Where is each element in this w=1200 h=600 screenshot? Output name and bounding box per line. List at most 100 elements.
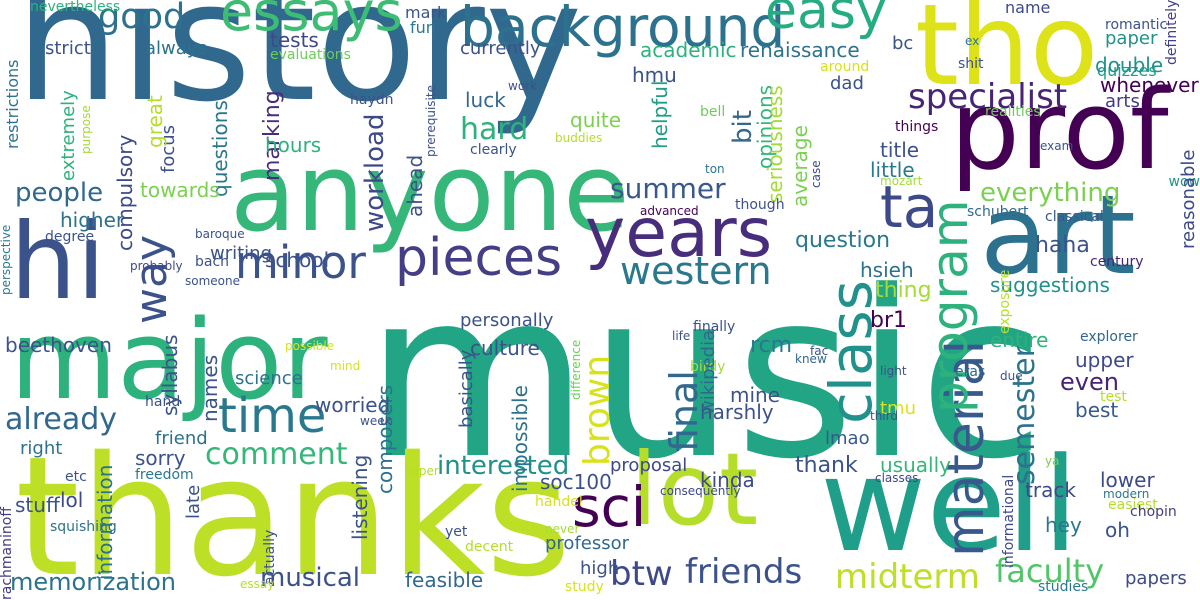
word-listening: listening — [348, 455, 372, 541]
word-shit: shit — [958, 56, 984, 72]
word-extremely: extremely — [58, 90, 79, 181]
word-dad: dad — [830, 73, 864, 94]
word-summer: summer — [610, 172, 726, 205]
word-musical: musical — [260, 563, 361, 593]
word-ton: ton — [705, 162, 725, 176]
word-impossible: impossible — [508, 385, 532, 492]
word-essay: essay — [240, 577, 275, 591]
word-semester: semester — [1007, 345, 1042, 485]
word-decent: decent — [465, 539, 514, 555]
word-luck: luck — [465, 88, 506, 112]
word-science: science — [235, 368, 303, 389]
word-even: even — [1060, 368, 1119, 396]
word-etc: etc — [65, 469, 87, 485]
word-perspective: perspective — [0, 225, 13, 296]
word-advanced: advanced — [640, 204, 699, 218]
word-schubert: schubert — [967, 204, 1029, 220]
word-tmu: tmu — [880, 398, 916, 419]
word-entire: entire — [990, 328, 1049, 352]
word-quizzes: quizzes — [1097, 61, 1157, 80]
word-easy: easy — [765, 0, 887, 41]
word-birdy: birdy — [690, 359, 726, 375]
word-difference: difference — [569, 340, 583, 401]
word-quite: quite — [570, 108, 622, 132]
word-around: around — [820, 59, 870, 75]
word-though: though — [735, 197, 785, 213]
word-academic: academic — [640, 38, 737, 62]
word-clearly: clearly — [470, 142, 517, 158]
word-eras: eras — [955, 364, 986, 380]
word-late: late — [183, 485, 204, 520]
word-faculty: faculty — [995, 552, 1105, 590]
word-specialist: specialist — [908, 77, 1068, 117]
word-music: music — [365, 243, 1046, 510]
word-paper: paper — [1105, 28, 1158, 49]
word-little: little — [870, 158, 915, 182]
word-rachmaninoff: rachmaninoff — [0, 507, 15, 600]
word-suggestions: suggestions — [990, 273, 1110, 297]
word-great: great — [143, 95, 167, 148]
word-names: names — [198, 355, 222, 423]
word-squishing: squishing — [50, 519, 117, 535]
word-higher: higher — [60, 208, 125, 232]
word-mark: mark — [405, 3, 447, 22]
word-basically: basically — [456, 350, 477, 429]
word-renaissance: renaissance — [740, 38, 860, 62]
word-lol: lol — [60, 488, 84, 512]
word-romantic: romantic — [1105, 17, 1168, 33]
word-studies: studies — [1038, 579, 1089, 595]
word-mind: mind — [330, 359, 361, 373]
word-third: third — [870, 409, 898, 423]
word-hand: hand — [145, 394, 181, 410]
word-ya: ya — [1045, 454, 1060, 468]
word-lot: lot — [630, 431, 759, 548]
word-due: due — [1000, 369, 1023, 383]
word-workload: workload — [360, 113, 390, 232]
word-degree: degree — [45, 229, 95, 245]
word-soc100: soc100 — [540, 470, 612, 494]
word-super: super — [405, 464, 439, 478]
word-things: things — [895, 119, 939, 135]
word-personally: personally — [460, 310, 554, 331]
word-sorry: sorry — [135, 446, 186, 470]
word-study: study — [565, 579, 604, 595]
word-week: week — [360, 414, 392, 428]
word-modern: modern — [1103, 487, 1150, 501]
word-mozart: mozart — [880, 174, 923, 188]
word-memorization: memorization — [10, 568, 177, 596]
word-fac: fac — [810, 344, 829, 358]
word-mine: mine — [730, 383, 781, 407]
word-track: track — [1025, 478, 1076, 502]
word-sci: sci — [572, 475, 647, 539]
word-question: question — [795, 228, 891, 253]
word-upper: upper — [1075, 348, 1134, 372]
word-definitely: definitely — [1164, 0, 1180, 66]
word-exam: exam — [1040, 139, 1074, 153]
word-hard: hard — [460, 112, 529, 147]
word-double: double — [1095, 53, 1164, 77]
word-arts: arts — [1105, 91, 1140, 112]
word-case: case — [809, 160, 823, 188]
word-already: already — [5, 402, 118, 437]
word-prof: prof — [950, 66, 1169, 194]
word-yet: yet — [445, 524, 468, 540]
word-everything: everything — [980, 178, 1121, 208]
word-best: best — [1075, 398, 1119, 422]
word-bit: bit — [728, 110, 758, 144]
word-art: art — [980, 171, 1136, 299]
word-haydn: haydn — [350, 92, 394, 108]
word-title: title — [880, 138, 920, 162]
word-bc: bc — [892, 33, 914, 54]
word-writing: writing — [210, 243, 273, 264]
word-light: light — [880, 364, 907, 378]
word-hi: hi — [10, 201, 106, 323]
word-buddies: buddies — [555, 131, 603, 145]
word-someone: someone — [185, 274, 240, 288]
word-ahead: ahead — [403, 155, 427, 218]
word-comment: comment — [205, 437, 348, 472]
word-papers: papers — [1125, 568, 1187, 589]
word-interested: interested — [437, 451, 570, 481]
word-lower: lower — [1100, 468, 1155, 492]
word-high: high — [580, 558, 620, 579]
word-program: program — [921, 200, 979, 414]
